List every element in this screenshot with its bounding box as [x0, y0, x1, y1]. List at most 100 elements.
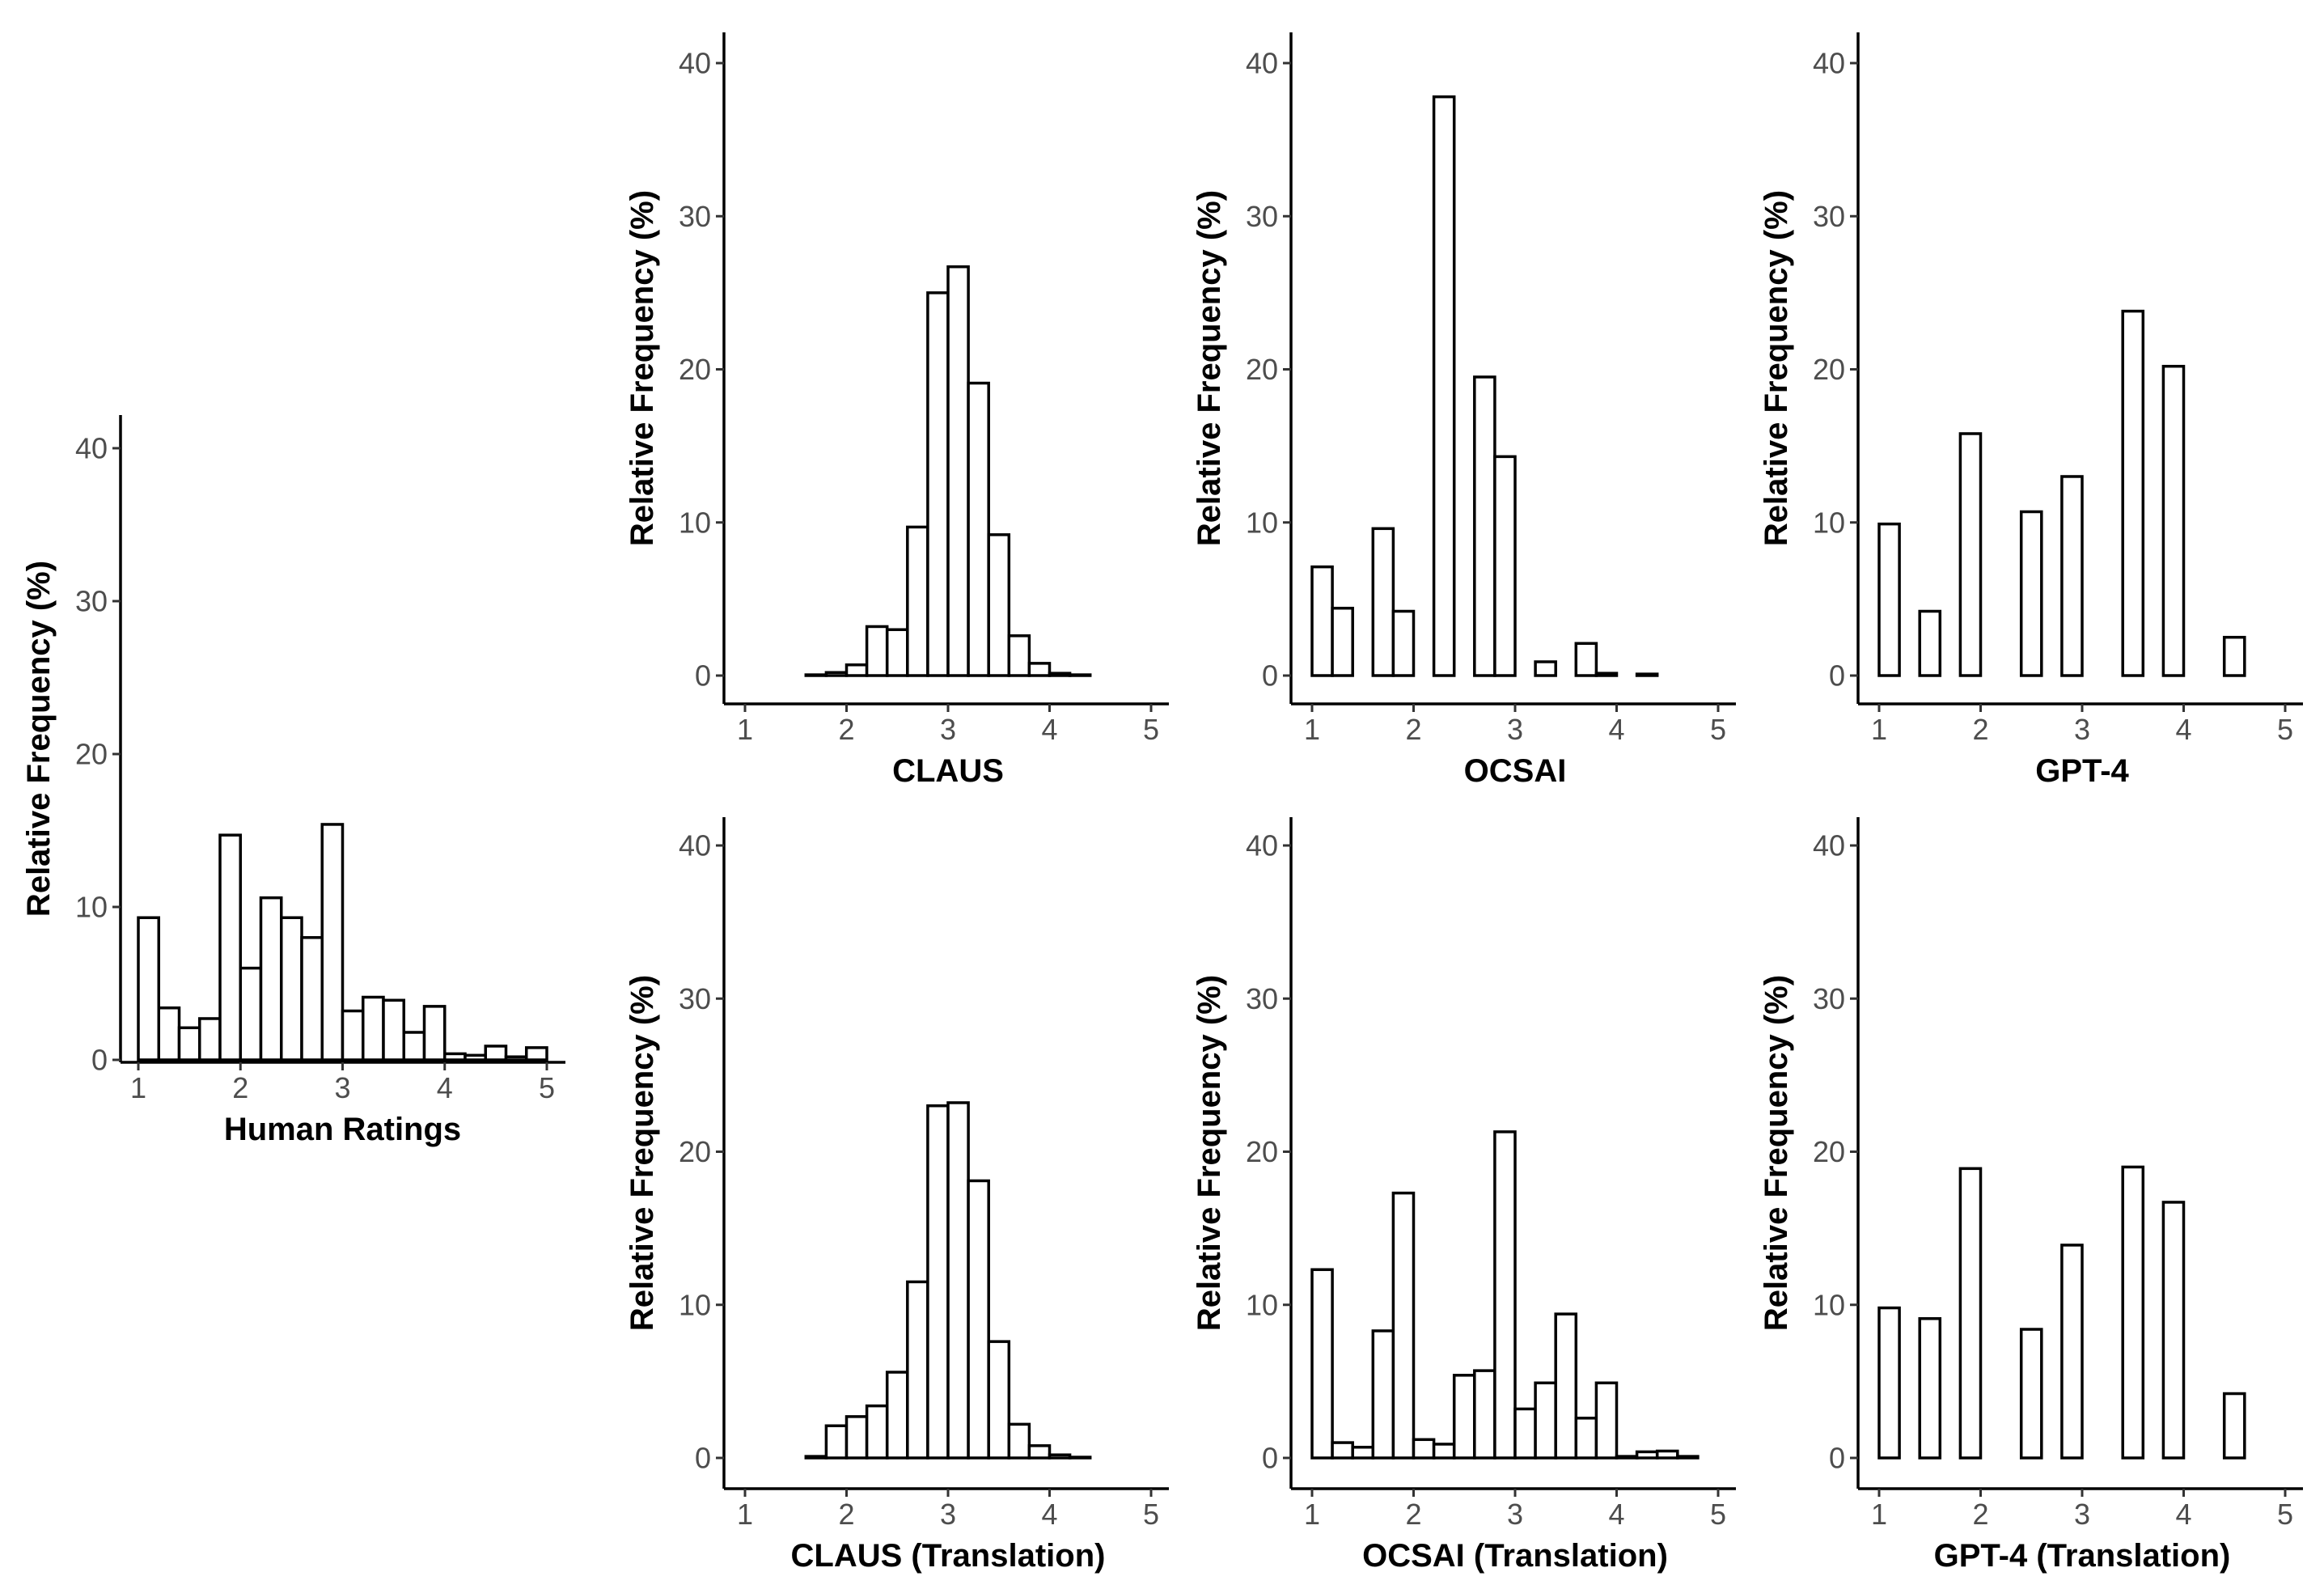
bar-claus-translation-6 — [865, 1404, 889, 1460]
bar-gpt4-2 — [1918, 609, 1942, 677]
bar-human-9 — [320, 823, 345, 1061]
x-tick-label: 3 — [2074, 1498, 2090, 1531]
x-tick-label: 3 — [2074, 713, 2090, 746]
bar-ocsai-translation-1 — [1331, 1441, 1354, 1460]
bar-ocsai-translation-13 — [1574, 1417, 1598, 1460]
bar-ocsai-11 — [1534, 660, 1557, 677]
bar-human-19 — [525, 1046, 548, 1061]
bar-human-13 — [402, 1031, 426, 1061]
bar-ocsai-translation-5 — [1412, 1438, 1436, 1460]
y-tick-label: 20 — [1246, 353, 1278, 386]
x-axis-title: GPT-4 (Translation) — [1934, 1538, 2231, 1574]
bar-ocsai-4 — [1391, 609, 1416, 677]
y-tick-label: 0 — [91, 1044, 108, 1077]
bar-ocsai-translation-17 — [1655, 1449, 1679, 1460]
panel-gpt4: 0 10 20 30 40 1 2 3 4 5 GPT-4 Relative Frequency (%… — [1759, 32, 2303, 789]
x-tick-label: 5 — [1710, 1498, 1726, 1531]
x-tick-label: 5 — [1143, 713, 1159, 746]
bar-ocsai-9 — [1493, 455, 1517, 677]
x-tick-label: 3 — [1507, 1498, 1523, 1531]
bar-human-16 — [464, 1053, 487, 1061]
bar-gpt4-translation-0 — [1877, 1306, 1901, 1460]
bar-ocsai-translation-16 — [1635, 1450, 1659, 1460]
bars — [804, 265, 1092, 677]
bar-claus-16 — [1068, 673, 1092, 677]
y-tick-label: 20 — [679, 353, 711, 386]
x-axis-title: CLAUS — [892, 753, 1004, 789]
x-tick-label: 2 — [1405, 713, 1421, 746]
bar-human-15 — [443, 1052, 467, 1061]
bar-gpt4-9 — [2060, 475, 2084, 677]
bar-claus-10 — [946, 265, 970, 677]
bar-gpt4-12 — [2121, 309, 2145, 677]
bar-claus-4 — [824, 671, 849, 677]
panel-ocsai-translation: 0 10 20 30 40 1 2 3 4 5 OCSAI (Translation) Relativ… — [1192, 817, 1736, 1574]
x-tick-label: 2 — [838, 1498, 854, 1531]
bar-ocsai-translation-4 — [1391, 1191, 1416, 1460]
y-tick-label: 40 — [1813, 829, 1845, 862]
y-axis-title: Relative Frequency (%) — [1759, 975, 1794, 1331]
bar-claus-14 — [1027, 662, 1052, 677]
y-tick-label: 30 — [1813, 200, 1845, 233]
bar-human-7 — [280, 916, 303, 1061]
y-tick-label: 10 — [1246, 1288, 1278, 1321]
bar-ocsai-translation-3 — [1371, 1329, 1395, 1460]
y-tick-label: 20 — [1813, 1135, 1845, 1168]
panel-gpt4-translation: 0 10 20 30 40 1 2 3 4 5 GPT-4 (Translation) Relativ… — [1759, 817, 2303, 1574]
bar-claus-translation-9 — [926, 1104, 950, 1460]
y-tick-label: 40 — [679, 829, 711, 862]
bar-ocsai-translation-12 — [1554, 1312, 1578, 1460]
bar-claus-translation-11 — [967, 1179, 990, 1460]
y-tick-label: 0 — [695, 1442, 711, 1475]
x-axis-title: CLAUS (Translation) — [791, 1538, 1106, 1574]
bar-gpt4-translation-2 — [1918, 1317, 1942, 1460]
bar-claus-translation-5 — [845, 1415, 869, 1460]
bar-claus-7 — [885, 628, 909, 677]
bar-claus-13 — [1007, 634, 1031, 677]
y-tick-label: 40 — [1246, 829, 1278, 862]
y-tick-label: 40 — [1813, 47, 1845, 80]
y-axis-title: Relative Frequency (%) — [624, 190, 660, 546]
panel-claus: 0 10 20 30 40 1 2 3 4 5 CLAUS Relative Frequency (%… — [624, 32, 1169, 789]
x-axis-title: OCSAI (Translation) — [1362, 1538, 1668, 1574]
x-tick-label: 5 — [1710, 713, 1726, 746]
x-tick-label: 3 — [334, 1071, 350, 1104]
y-tick-label: 10 — [75, 891, 108, 924]
x-tick-label: 2 — [838, 713, 854, 746]
bar-human-0 — [137, 916, 160, 1061]
bar-claus-translation-12 — [987, 1340, 1011, 1460]
bar-claus-12 — [987, 533, 1011, 677]
bar-human-10 — [341, 1009, 365, 1061]
bar-ocsai-3 — [1371, 527, 1395, 677]
y-tick-label: 0 — [1262, 1442, 1278, 1475]
bar-human-6 — [259, 896, 283, 1061]
y-tick-label: 10 — [1813, 506, 1845, 539]
x-tick-label: 4 — [437, 1071, 453, 1104]
bar-gpt4-0 — [1877, 522, 1901, 677]
y-tick-label: 20 — [1246, 1135, 1278, 1168]
bar-ocsai-6 — [1432, 95, 1456, 677]
y-tick-label: 30 — [75, 585, 108, 618]
x-axis-title: GPT-4 — [2035, 753, 2129, 789]
bar-ocsai-translation-6 — [1432, 1443, 1456, 1460]
bar-ocsai-0 — [1310, 565, 1334, 677]
x-tick-label: 4 — [1041, 1498, 1057, 1531]
bar-ocsai-translation-11 — [1534, 1381, 1557, 1460]
bar-ocsai-16 — [1635, 672, 1659, 677]
bar-claus-translation-8 — [906, 1280, 929, 1460]
x-tick-label: 1 — [1871, 1498, 1887, 1531]
y-axis-title: Relative Frequency (%) — [1759, 190, 1794, 546]
bar-claus-translation-10 — [946, 1101, 970, 1460]
bar-claus-translation-4 — [824, 1424, 849, 1460]
x-tick-label: 2 — [1972, 713, 1988, 746]
y-axis-title: Relative Frequency (%) — [1192, 975, 1227, 1331]
bar-claus-translation-3 — [804, 1455, 828, 1460]
x-tick-label: 5 — [539, 1071, 555, 1104]
bar-human-3 — [198, 1017, 222, 1061]
bar-ocsai-8 — [1473, 375, 1496, 677]
bars — [1877, 309, 2246, 677]
y-tick-label: 10 — [679, 506, 711, 539]
panel-ocsai: 0 10 20 30 40 1 2 3 4 5 OCSAI Relative Frequency (%… — [1192, 32, 1736, 789]
bar-ocsai-14 — [1594, 672, 1619, 677]
